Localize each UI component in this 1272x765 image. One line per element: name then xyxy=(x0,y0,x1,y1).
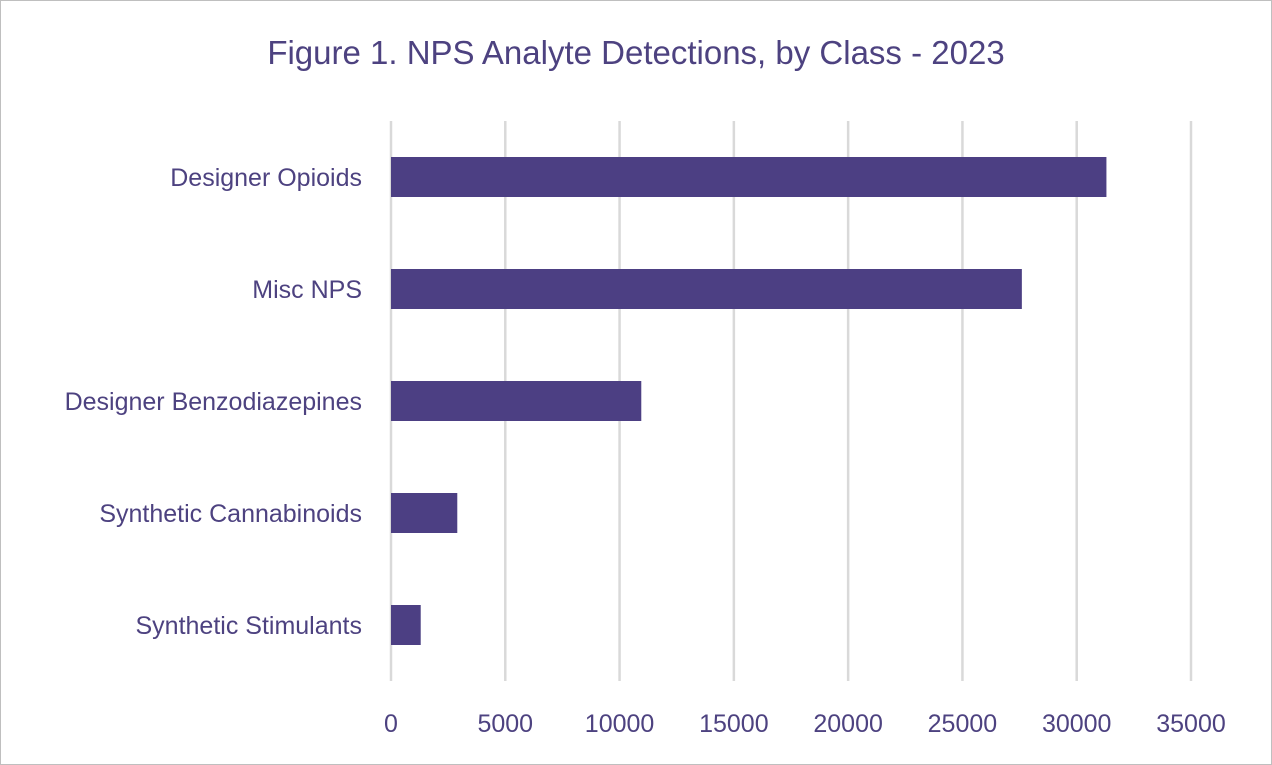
bar xyxy=(391,381,642,421)
bar xyxy=(391,605,421,645)
category-label: Synthetic Stimulants xyxy=(136,612,363,640)
bar xyxy=(391,269,1022,309)
category-label: Designer Benzodiazepines xyxy=(65,388,362,416)
x-tick-label: 25000 xyxy=(928,710,998,738)
x-tick-label: 20000 xyxy=(813,710,883,738)
chart-title: Figure 1. NPS Analyte Detections, by Cla… xyxy=(267,34,1004,71)
category-label: Designer Opioids xyxy=(170,164,362,192)
x-tick-label: 0 xyxy=(384,710,398,738)
category-label: Misc NPS xyxy=(252,276,362,304)
bar xyxy=(391,157,1107,197)
bars xyxy=(391,157,1107,645)
x-tick-label: 15000 xyxy=(699,710,769,738)
x-axis-tick-labels: 0 5000 10000 15000 20000 25000 30000 35000 xyxy=(384,710,1226,738)
x-tick-label: 10000 xyxy=(585,710,655,738)
category-labels: Designer Opioids Misc NPS Designer Benzodi… xyxy=(65,164,362,640)
bar xyxy=(391,493,458,533)
x-tick-label: 35000 xyxy=(1156,710,1226,738)
x-tick-label: 30000 xyxy=(1042,710,1112,738)
x-tick-label: 5000 xyxy=(477,710,533,738)
category-label: Synthetic Cannabinoids xyxy=(99,500,362,528)
